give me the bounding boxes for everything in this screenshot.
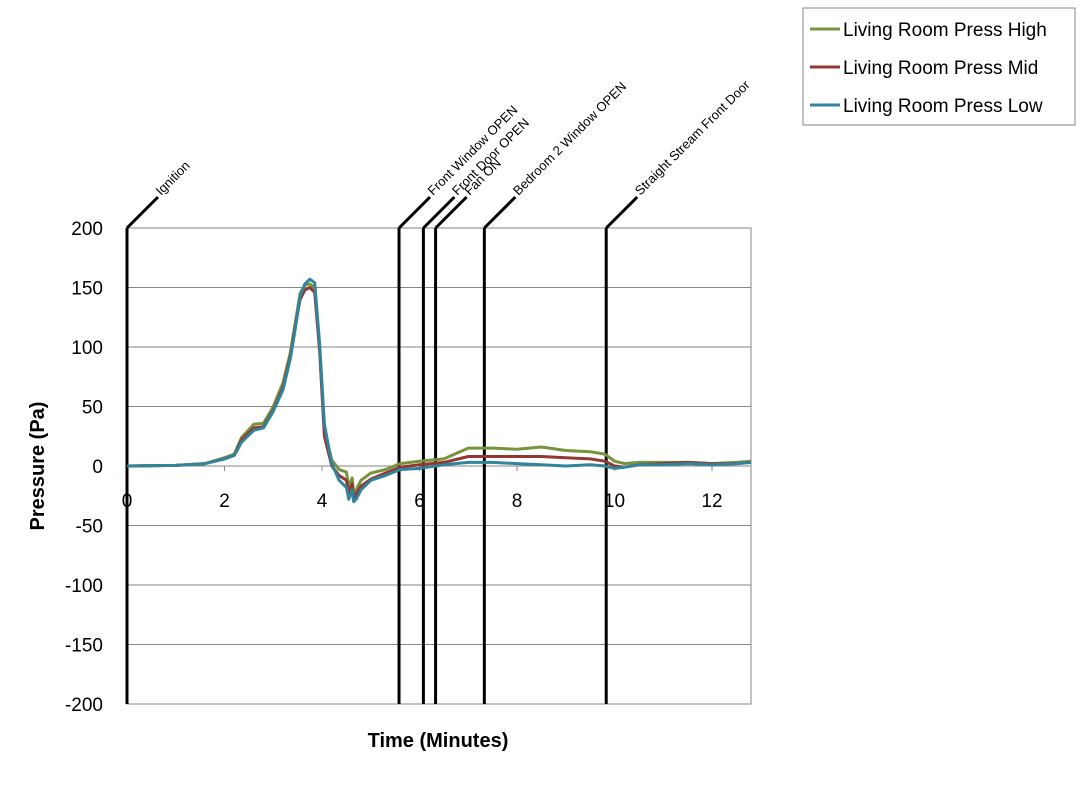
event-label: Straight Stream Front Door bbox=[632, 77, 753, 198]
y-tick-labels: 200 150 100 50 0 -50 -100 -150 -200 bbox=[65, 219, 103, 716]
event-label: Ignition bbox=[153, 158, 193, 198]
legend-box bbox=[802, 7, 1076, 126]
x-tick-label: 12 bbox=[701, 491, 722, 512]
legend-label: Living Room Press Low bbox=[843, 96, 1043, 117]
event-leader bbox=[483, 195, 517, 230]
x-tick-label: 6 bbox=[414, 491, 425, 512]
y-tick-label: -100 bbox=[65, 576, 103, 597]
y-tick-label: -150 bbox=[65, 636, 103, 657]
y-tick-label: -200 bbox=[65, 695, 103, 716]
legend: Living Room Press High Living Room Press … bbox=[802, 7, 1076, 126]
event-leader bbox=[422, 195, 456, 230]
event-leader bbox=[125, 195, 160, 230]
y-axis-title: Pressure (Pa) bbox=[27, 402, 49, 531]
x-axis-title: Time (Minutes) bbox=[368, 730, 509, 752]
y-tick-label: 150 bbox=[71, 279, 103, 300]
y-tick-label: 50 bbox=[82, 398, 103, 419]
series-lines bbox=[126, 277, 752, 504]
legend-label: Living Room Press High bbox=[843, 20, 1047, 41]
y-tick-label: -50 bbox=[76, 517, 103, 538]
x-tick-label: 8 bbox=[512, 491, 523, 512]
event-leader bbox=[434, 195, 468, 230]
x-tick-label: 4 bbox=[317, 491, 328, 512]
x-tick-label: 10 bbox=[604, 491, 625, 512]
x-tick-label: 2 bbox=[219, 491, 230, 512]
event-leader bbox=[605, 195, 639, 230]
y-tick-label: 0 bbox=[92, 457, 103, 478]
event-label: Bedroom 2 Window OPEN bbox=[510, 79, 629, 198]
legend-label: Living Room Press Mid bbox=[843, 58, 1038, 79]
event-leader bbox=[397, 195, 432, 230]
y-tick-label: 200 bbox=[71, 219, 103, 240]
y-tick-label: 100 bbox=[71, 338, 103, 359]
series-line bbox=[126, 277, 752, 504]
